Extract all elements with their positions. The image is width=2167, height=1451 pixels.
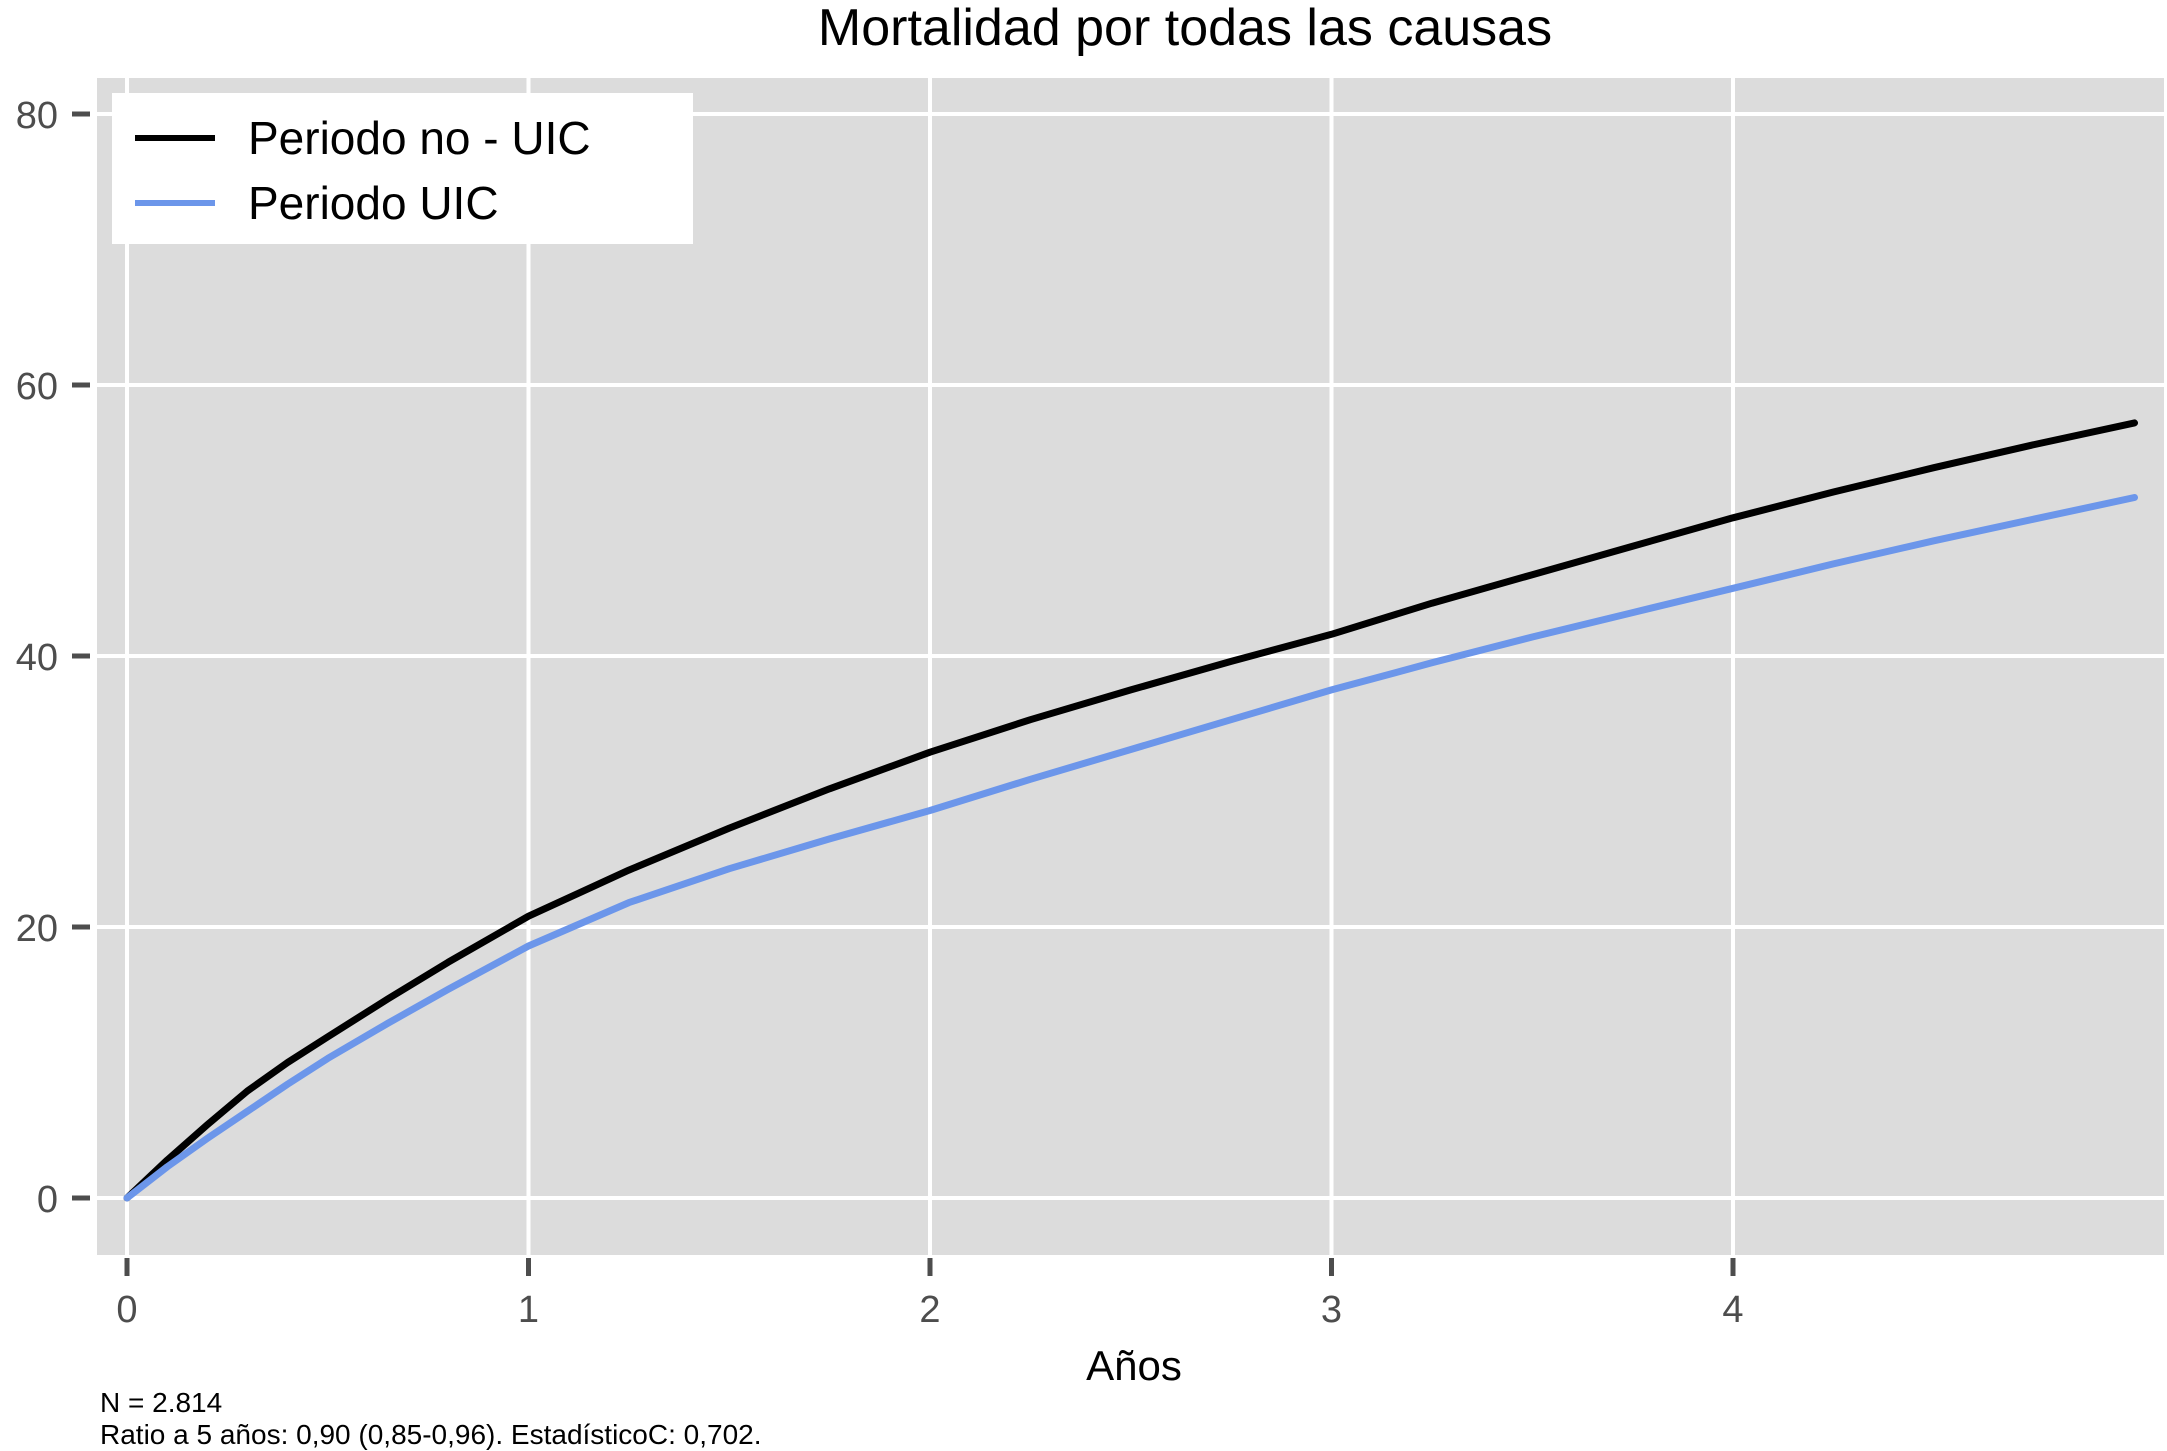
curve-periodo-uic [123,494,2138,1202]
footnote-ratio: Ratio a 5 años: 0,90 (0,85-0,96). Estadí… [100,1419,762,1450]
chart-title: Mortalidad por todas las causas [818,0,1552,57]
y-tick-label: 60 [16,366,58,408]
y-tick-label: 80 [16,95,58,137]
footnote-n: N = 2.814 [100,1387,222,1418]
x-tick-label: 2 [919,1289,940,1331]
y-tick-label: 40 [16,637,58,679]
legend-label: Periodo no - UIC [248,112,591,164]
plot-panel [97,78,2164,1255]
legend: Periodo no - UIC Periodo UIC [112,93,693,244]
legend-box [112,93,693,244]
legend-label: Periodo UIC [248,177,499,229]
x-tick-label: 4 [1722,1289,1743,1331]
series-layer [123,419,2138,1202]
curve-periodo-no-uic [123,419,2138,1202]
y-tick-label: 0 [37,1179,58,1221]
x-tick-label: 1 [518,1289,539,1331]
x-axis-label: Años [1086,1342,1182,1389]
plot-panel-layer [97,78,2164,1255]
axes-layer: 0 20 40 60 80 0 1 2 3 4 [16,95,1744,1331]
x-tick-label: 3 [1321,1289,1342,1331]
x-tick-label: 0 [116,1289,137,1331]
y-tick-label: 20 [16,908,58,950]
